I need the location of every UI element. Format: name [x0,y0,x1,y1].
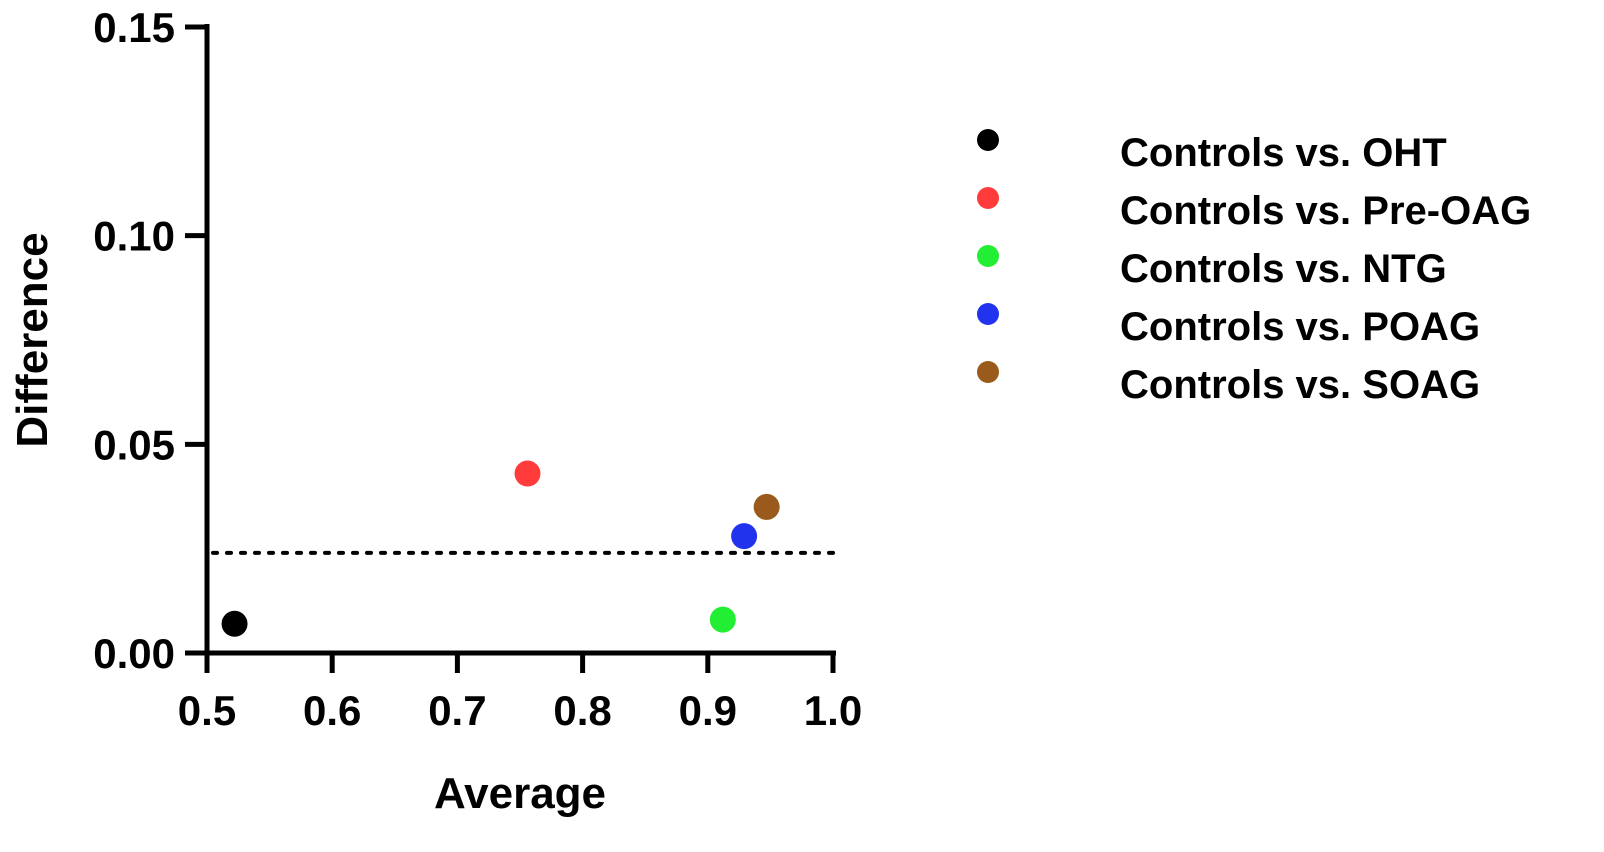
legend-item: Controls vs. NTG [977,245,1447,291]
y-tick-label: 0.10 [93,213,175,260]
x-tick-label: 0.8 [553,687,611,734]
data-point [514,460,541,487]
x-tick-label: 0.5 [178,687,236,734]
legend-marker [977,187,999,209]
legend-label: Controls vs. SOAG [1120,363,1480,407]
y-axis-title: Difference [8,232,57,447]
y-tick-label: 0.00 [93,630,175,677]
legend-marker [977,361,999,383]
data-points [221,460,780,637]
legend-label: Controls vs. OHT [1120,131,1447,175]
legend-item: Controls vs. SOAG [977,361,1480,407]
legend-label: Controls vs. NTG [1120,247,1447,291]
x-tick-label: 0.9 [679,687,737,734]
ticks: 0.5 0.6 0.7 0.8 0.9 1.0 0.00 0.05 0.10 0.15 [93,4,862,734]
y-tick-label: 0.05 [93,421,175,468]
y-tick-label: 0.15 [93,4,175,51]
legend: Controls vs. OHT Controls vs. Pre-OAG Cont… [977,129,1531,407]
x-tick-label: 1.0 [804,687,862,734]
legend-label: Controls vs. Pre-OAG [1120,189,1531,233]
legend-item: Controls vs. OHT [977,129,1447,175]
data-point [221,610,248,637]
legend-marker [977,129,999,151]
data-point [753,493,780,520]
data-point [709,606,736,633]
x-tick-label: 0.6 [303,687,361,734]
legend-item: Controls vs. POAG [977,303,1480,349]
legend-label: Controls vs. POAG [1120,305,1480,349]
legend-item: Controls vs. Pre-OAG [977,187,1531,233]
axes [204,24,836,656]
x-axis-title: Average [434,769,606,818]
legend-marker [977,303,999,325]
x-tick-label: 0.7 [428,687,486,734]
data-point [731,523,758,550]
legend-marker [977,245,999,267]
